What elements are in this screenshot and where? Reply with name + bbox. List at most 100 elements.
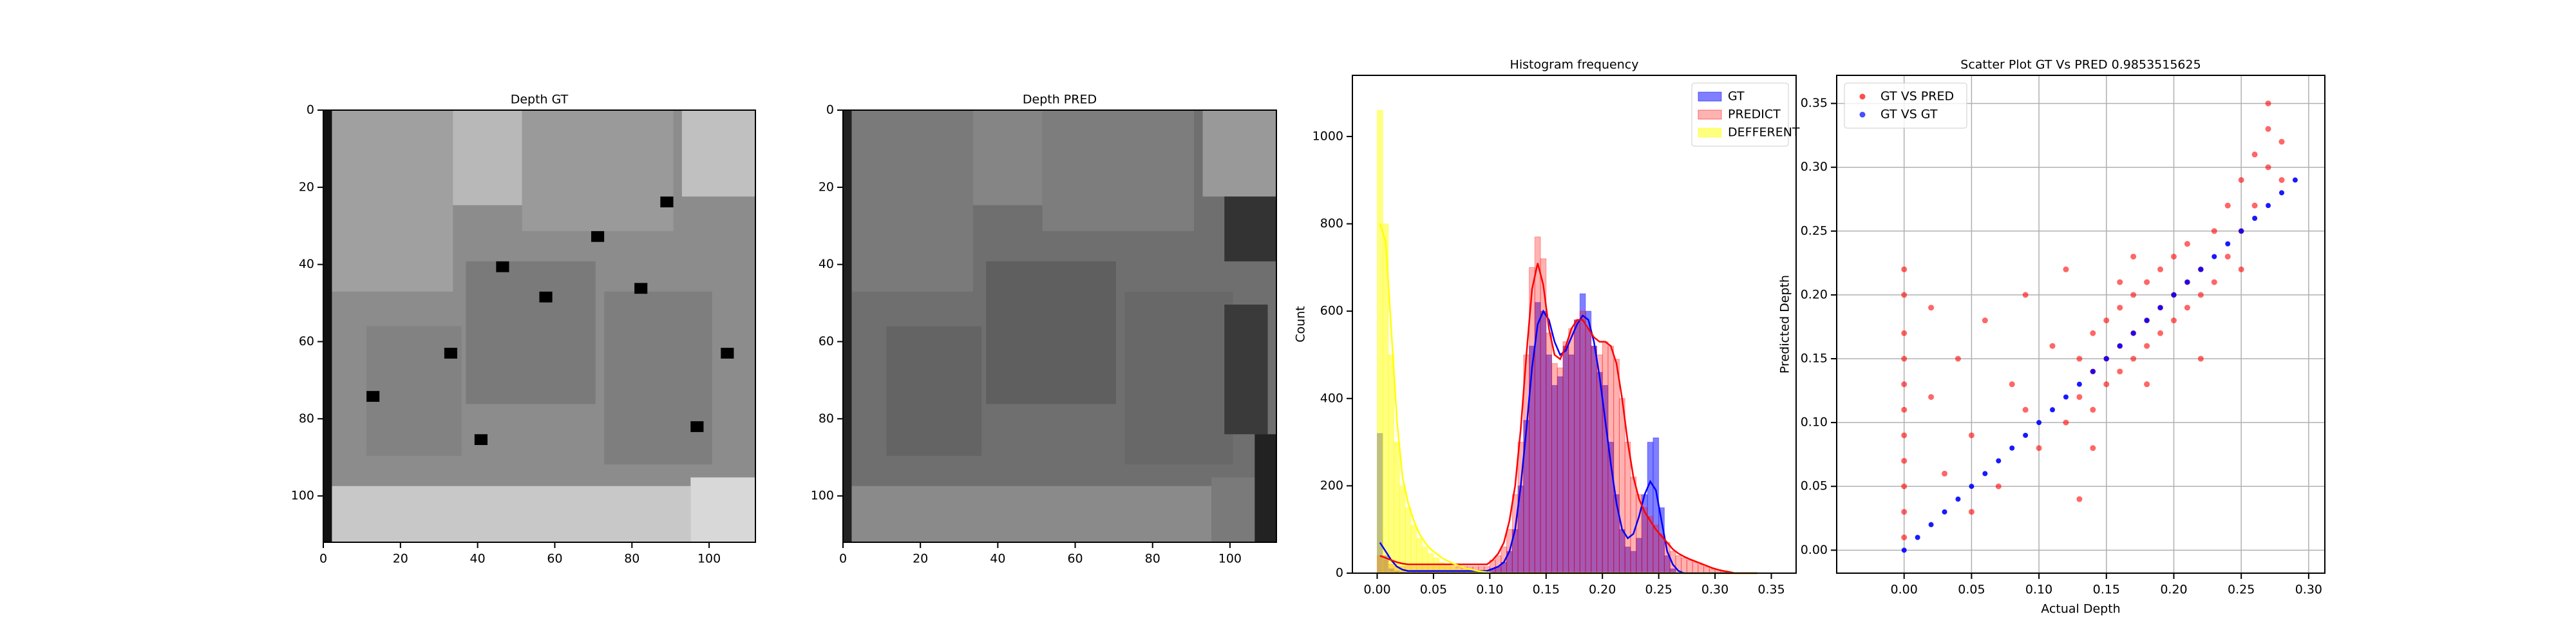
- scatter-point: [2157, 266, 2164, 272]
- y-tick-label: 0: [826, 103, 834, 117]
- image-region: [1124, 291, 1233, 465]
- y-tick-label: 100: [811, 489, 834, 503]
- y-tick-label: 0: [1336, 566, 1343, 580]
- x-tick-label: 60: [547, 552, 562, 566]
- scatter-point: [2117, 279, 2123, 285]
- scatter-point: [2224, 253, 2231, 260]
- scatter-point: [2184, 305, 2190, 311]
- legend-label: DEFFERENT: [1728, 126, 1800, 140]
- scatter-point: [2049, 343, 2056, 349]
- x-tick-label: 0.20: [1589, 583, 1616, 597]
- scatter-point: [1942, 509, 1947, 515]
- y-tick-label: 0: [307, 103, 314, 117]
- histogram-bar: [1551, 363, 1558, 574]
- scatter-point: [2184, 279, 2190, 285]
- scatter-point: [1901, 355, 1908, 362]
- scatter-point: [2090, 445, 2096, 451]
- scatter-point: [2224, 202, 2231, 209]
- x-tick-label: 40: [990, 552, 1005, 566]
- scatter-point: [2170, 317, 2177, 324]
- histogram-bar: [1557, 367, 1564, 574]
- axes-frame: [1836, 75, 2325, 574]
- scatter-point: [2278, 177, 2285, 184]
- legend-box: [1844, 82, 1967, 129]
- x-tick-label: 0.15: [1533, 583, 1560, 597]
- image-hole: [721, 348, 734, 359]
- scatter-point: [2103, 356, 2109, 362]
- scatter-point: [2076, 393, 2083, 400]
- y-tick-label: 1000: [1312, 129, 1343, 143]
- histogram-bar: [1399, 485, 1406, 574]
- y-tick-label: 20: [299, 180, 314, 194]
- legend-label: PREDICT: [1728, 108, 1781, 122]
- x-tick-label: 60: [1067, 552, 1083, 566]
- scatter-point: [1901, 509, 1908, 515]
- x-tick-label: 0: [839, 552, 847, 566]
- histogram-bar: [1388, 354, 1395, 574]
- scatter-point: [2130, 292, 2137, 298]
- histogram-bar: [1658, 533, 1665, 574]
- x-tick-label: 0.05: [1420, 583, 1447, 597]
- scatter-point: [2157, 305, 2163, 310]
- scatter-point: [2265, 100, 2271, 107]
- scatter-point: [1968, 509, 1975, 515]
- y-axis-label: Count: [1294, 306, 1308, 342]
- scatter-point: [2063, 266, 2069, 272]
- y-tick-label: 40: [819, 257, 834, 271]
- image-region: [690, 477, 755, 542]
- scatter-point: [2266, 203, 2271, 209]
- scatter-point: [1928, 522, 1934, 527]
- scatter-point: [2197, 292, 2204, 298]
- image-region: [453, 110, 522, 205]
- x-tick-label: 20: [393, 552, 408, 566]
- histogram-bar: [1698, 564, 1705, 574]
- histogram-bar: [1602, 341, 1609, 574]
- image-region: [1224, 304, 1268, 435]
- image-region: [323, 486, 691, 542]
- scatter-point: [1928, 305, 1935, 311]
- histogram-bar: [1681, 557, 1687, 574]
- kde-line: [1379, 263, 1757, 574]
- histogram-bar: [1641, 507, 1648, 574]
- histogram-bar: [1444, 564, 1451, 574]
- scatter-point: [2130, 253, 2137, 260]
- scatter-point: [2023, 432, 2029, 438]
- image-hole: [496, 261, 509, 272]
- y-tick-label: 800: [1320, 216, 1343, 231]
- image-region: [366, 326, 462, 456]
- scatter-point: [1982, 317, 1988, 324]
- scatter-point: [2171, 292, 2177, 298]
- scatter-point: [2144, 343, 2150, 349]
- scatter-point: [2184, 241, 2190, 247]
- x-tick-label: 0: [319, 552, 327, 566]
- scatter-point: [2198, 267, 2204, 272]
- histogram-bar: [1568, 328, 1575, 574]
- scatter-point: [1955, 497, 1961, 502]
- scatter-point: [2036, 445, 2042, 451]
- histogram-bar: [1618, 398, 1625, 574]
- x-tick-label: 0.10: [2025, 583, 2052, 597]
- image-region: [1224, 196, 1276, 261]
- histogram-bar: [1585, 328, 1592, 574]
- scatter-point: [1901, 458, 1908, 464]
- scatter-point: [2036, 420, 2042, 426]
- scatter-point: [1982, 471, 1988, 477]
- scatter-point: [2292, 177, 2298, 183]
- scatter-point: [1996, 458, 2002, 464]
- y-tick-label: 0.00: [1801, 543, 1828, 557]
- legend-label: GT VS PRED: [1880, 90, 1954, 104]
- x-tick-label: 20: [913, 552, 928, 566]
- scatter-point: [2197, 355, 2204, 362]
- x-tick-label: 100: [697, 552, 721, 566]
- y-tick-label: 60: [299, 334, 314, 348]
- scatter-point: [1968, 432, 1975, 439]
- scatter-point: [2050, 407, 2056, 413]
- scatter-point: [1969, 484, 1975, 489]
- y-tick-label: 20: [819, 180, 834, 194]
- y-tick-label: 100: [291, 489, 314, 503]
- x-tick-label: 0.10: [1476, 583, 1503, 597]
- image-region: [843, 486, 1212, 542]
- scatter-point: [1901, 547, 1907, 553]
- histogram-bar: [1410, 524, 1417, 574]
- y-tick-label: 0.35: [1801, 96, 1828, 110]
